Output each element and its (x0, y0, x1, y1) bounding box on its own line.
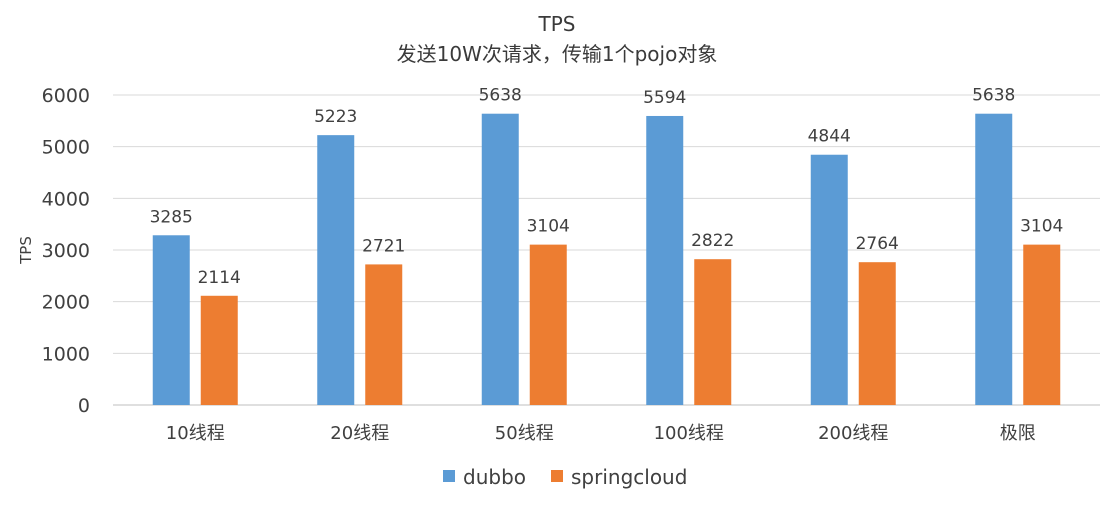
y-axis-label: TPS (17, 236, 35, 265)
data-label-dubbo: 4844 (808, 127, 851, 147)
bar-dubbo (317, 135, 355, 405)
legend-item-dubbo: dubbo (443, 465, 526, 489)
y-tick-label: 0 (78, 395, 90, 417)
chart-title: TPS (538, 12, 576, 36)
data-label-dubbo: 3285 (150, 207, 193, 227)
data-label-springcloud: 2822 (691, 231, 734, 251)
data-label-springcloud: 2114 (198, 268, 241, 288)
data-labels: 3285 2114 5223 2721 5638 3104 5594 2822 4844 2764… (150, 86, 1064, 288)
chart-subtitle: 发送10W次请求，传输1个pojo对象 (397, 42, 718, 66)
legend-item-springcloud: springcloud (551, 465, 687, 489)
legend-label: springcloud (571, 465, 687, 489)
x-tick-label: 10线程 (166, 423, 225, 444)
data-label-dubbo: 5223 (314, 107, 357, 127)
y-tick-label: 5000 (42, 137, 90, 159)
y-tick-label: 2000 (42, 292, 90, 314)
y-axis-ticks: 0 1000 2000 3000 4000 5000 6000 (42, 85, 90, 417)
bar-dubbo (646, 115, 684, 405)
data-label-springcloud: 2764 (856, 234, 899, 254)
x-tick-label: 50线程 (495, 423, 554, 444)
x-axis-ticks: 10线程 20线程 50线程 100线程 200线程 极限 (166, 423, 1036, 444)
bar-dubbo (810, 154, 848, 405)
bar-springcloud (200, 295, 238, 405)
y-tick-label: 1000 (42, 343, 90, 365)
data-label-dubbo: 5594 (643, 88, 686, 108)
bar-dubbo (481, 113, 519, 405)
legend: dubbo springcloud (443, 465, 687, 489)
bars (152, 113, 1061, 405)
legend-label: dubbo (463, 465, 526, 489)
gridlines (113, 94, 1100, 406)
y-tick-label: 4000 (42, 188, 90, 210)
data-label-springcloud: 3104 (527, 217, 570, 237)
bar-springcloud (1023, 244, 1061, 405)
x-tick-label: 100线程 (654, 423, 724, 444)
data-label-dubbo: 5638 (479, 86, 522, 106)
legend-swatch (443, 470, 455, 482)
bar-dubbo (975, 113, 1013, 405)
legend-swatch (551, 470, 563, 482)
bar-springcloud (529, 244, 567, 405)
bar-springcloud (858, 262, 896, 405)
x-tick-label: 极限 (1000, 423, 1036, 444)
bar-dubbo (152, 235, 190, 405)
y-tick-label: 6000 (42, 85, 90, 107)
data-label-springcloud: 2721 (362, 236, 405, 256)
data-label-springcloud: 3104 (1020, 217, 1063, 237)
y-tick-label: 3000 (42, 240, 90, 262)
bar-springcloud (694, 259, 732, 405)
x-tick-label: 20线程 (330, 423, 389, 444)
data-label-dubbo: 5638 (972, 86, 1015, 106)
bar-springcloud (365, 264, 403, 405)
x-tick-label: 200线程 (818, 423, 888, 444)
